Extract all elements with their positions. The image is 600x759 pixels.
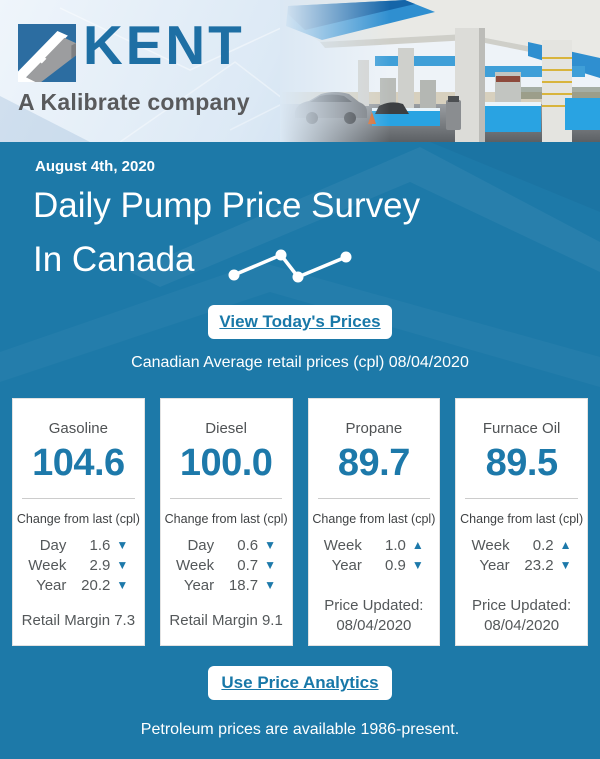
down-arrow-icon: ▼ [116,578,129,592]
price-updated-label: Price Updated: [472,597,572,614]
change-value: 18.7 [228,576,259,594]
price-cards-row: Gasoline 104.6 Change from last (cpl) Da… [12,398,588,646]
change-value: 20.2 [81,576,111,594]
survey-date: August 4th, 2020 [35,158,156,175]
period-label: Day [39,536,67,554]
down-arrow-icon: ▼ [264,538,277,552]
card-price: 100.0 [179,442,273,484]
change-row: Year 18.7 ▼ [161,575,292,595]
change-from-last-label: Change from last (cpl) [164,512,288,526]
price-updated-block: Price Updated: 08/04/2020 [309,596,440,637]
change-row: Week 0.2 ▲ [456,535,587,555]
price-card-gasoline: Gasoline 104.6 Change from last (cpl) Da… [12,398,145,646]
price-card-furnace-oil: Furnace Oil 89.5 Change from last (cpl) … [455,398,588,646]
period-label: Week [28,556,67,574]
brand-name: KENT [83,14,245,76]
period-label: Year [331,556,362,574]
change-row: Week 0.7 ▼ [161,555,292,575]
down-arrow-icon: ▼ [116,538,129,552]
change-row: Day 0.6 ▼ [161,535,292,555]
retail-margin: Retail Margin 9.1 [169,612,283,629]
change-value: 0.2 [532,536,554,554]
down-arrow-icon: ▼ [559,558,572,572]
card-price: 89.5 [485,442,558,484]
change-row: Day 1.6 ▼ [13,535,144,555]
divider [169,498,283,499]
period-label: Week [471,536,510,554]
gas-station-photo [280,0,600,142]
card-title: Propane [345,420,403,437]
availability-note: Petroleum prices are available 1986-pres… [140,721,460,738]
retail-margin: Retail Margin 7.3 [21,612,136,629]
change-row: Week 2.9 ▼ [13,555,144,575]
card-price: 89.7 [337,442,410,484]
change-value: 0.6 [237,536,259,554]
logo-block: KENT A Kalibrate company [18,18,250,116]
page-title-line1: Daily Pump Price Survey [33,186,421,225]
period-label: Year [36,576,67,594]
down-arrow-icon: ▼ [264,558,277,572]
up-arrow-icon: ▲ [559,538,572,552]
price-updated-date: 08/04/2020 [336,617,412,635]
page-title-line2: In Canada [33,240,195,279]
change-from-last-label: Change from last (cpl) [460,512,584,526]
change-row: Year 20.2 ▼ [13,575,144,595]
change-value: 1.0 [385,536,406,554]
header: KENT A Kalibrate company [0,0,600,142]
price-updated-date: 08/04/2020 [484,617,560,635]
card-title: Diesel [205,420,247,437]
change-rows: Day 0.6 ▼ Week 0.7 ▼ Year 18.7 ▼ [161,535,292,595]
price-updated-block: Price Updated: 08/04/2020 [456,596,587,637]
change-rows: Week 0.2 ▲ Year 23.2 ▼ [456,535,587,575]
card-title: Furnace Oil [482,420,561,437]
up-arrow-icon: ▲ [411,538,424,552]
change-value: 0.9 [385,556,406,574]
period-label: Week [176,556,215,574]
change-from-last-label: Change from last (cpl) [312,512,436,526]
period-label: Year [183,576,215,594]
card-title: Gasoline [48,420,108,437]
change-from-last-label: Change from last (cpl) [16,512,140,526]
change-rows: Week 1.0 ▲ Year 0.9 ▼ [309,535,440,575]
down-arrow-icon: ▼ [116,558,129,572]
view-todays-prices-button[interactable]: View Today's Prices [208,305,392,339]
change-rows: Day 1.6 ▼ Week 2.9 ▼ Year 20.2 ▼ [13,535,144,595]
period-label: Week [323,536,362,554]
period-label: Year [479,556,510,574]
divider [465,498,578,499]
average-prices-caption: Canadian Average retail prices (cpl) 08/… [131,354,469,371]
card-price: 104.6 [32,442,125,484]
price-card-propane: Propane 89.7 Change from last (cpl) Week… [307,398,441,646]
change-value: 0.7 [237,556,259,574]
change-row: Week 1.0 ▲ [309,535,440,555]
down-arrow-icon: ▼ [264,578,277,592]
change-value: 23.2 [524,556,554,574]
down-arrow-icon: ▼ [411,558,424,572]
divider [317,498,431,499]
brand-tagline: A Kalibrate company [18,89,250,115]
change-value: 1.6 [89,536,111,554]
period-label: Day [187,536,215,554]
use-price-analytics-button[interactable]: Use Price Analytics [208,666,392,700]
price-card-diesel: Diesel 100.0 Change from last (cpl) Day … [159,398,293,646]
change-value: 2.9 [89,556,111,574]
change-row: Year 0.9 ▼ [309,555,440,575]
price-trend-line-icon [228,249,352,283]
change-row: Year 23.2 ▼ [456,555,587,575]
main-section: August 4th, 2020 Daily Pump Price Survey… [0,142,600,759]
divider [22,498,135,499]
kent-logo-icon [18,24,76,82]
price-updated-label: Price Updated: [324,597,424,614]
